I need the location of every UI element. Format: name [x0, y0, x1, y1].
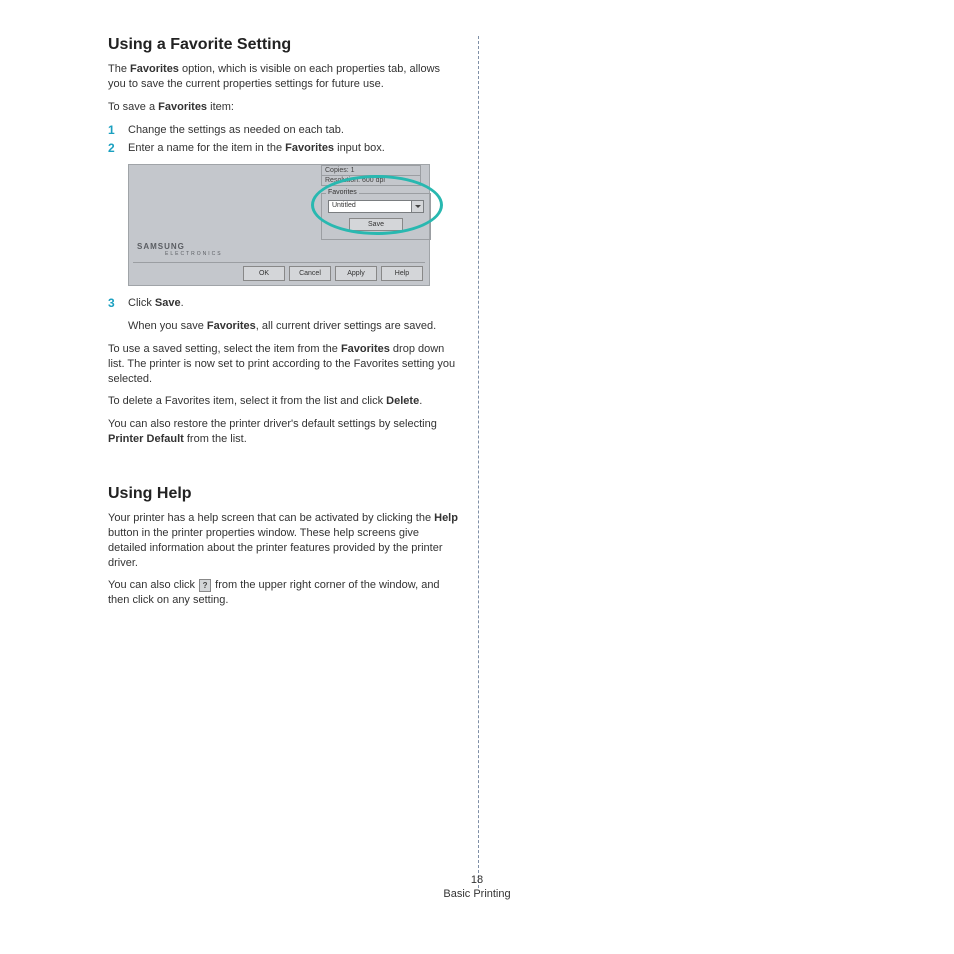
text-bold: Favorites	[158, 101, 207, 113]
text: .	[419, 395, 422, 407]
text: You can also restore the printer driver'…	[108, 418, 437, 430]
page-number: 18	[0, 874, 954, 886]
info-resolution: Resolution: 600 dpi	[321, 176, 421, 186]
column-divider	[478, 36, 479, 888]
intro-paragraph: The Favorites option, which is visible o…	[108, 62, 460, 92]
page-footer: 18 Basic Printing	[0, 874, 954, 900]
footer-section: Basic Printing	[0, 888, 954, 900]
restore-paragraph: You can also restore the printer driver'…	[108, 417, 460, 447]
use-saved-paragraph: To use a saved setting, select the item …	[108, 342, 460, 387]
chevron-down-icon[interactable]	[412, 200, 424, 213]
step-text: Click Save.	[128, 296, 460, 311]
help-paragraph-1: Your printer has a help screen that can …	[108, 511, 460, 570]
heading-help: Using Help	[108, 485, 460, 503]
favorites-legend: Favorites	[326, 189, 359, 196]
text-bold: Delete	[386, 395, 419, 407]
text-bold: Help	[434, 512, 458, 524]
text: , all current driver settings are saved.	[256, 320, 436, 332]
to-save-line: To save a Favorites item:	[108, 100, 460, 115]
brand-sub: ELECTRONICS	[165, 251, 223, 257]
apply-button[interactable]: Apply	[335, 266, 377, 281]
step-3-sub: When you save Favorites, all current dri…	[128, 319, 460, 334]
question-icon: ?	[199, 579, 211, 592]
text: from the list.	[184, 433, 247, 445]
text: button in the printer properties window.…	[108, 527, 442, 569]
favorites-combo[interactable]: Untitled	[328, 200, 424, 213]
dialog-screenshot: Copies: 1 Resolution: 600 dpi Favorites …	[128, 164, 430, 286]
step-text: Enter a name for the item in the Favorit…	[128, 141, 460, 156]
delete-paragraph: To delete a Favorites item, select it fr…	[108, 394, 460, 409]
text: The	[108, 63, 130, 75]
step-1: 1 Change the settings as needed on each …	[108, 123, 460, 138]
steps-list: 1 Change the settings as needed on each …	[108, 123, 460, 157]
help-paragraph-2: You can also click ? from the upper righ…	[108, 578, 460, 608]
dialog-separator	[133, 262, 425, 263]
text-bold: Printer Default	[108, 433, 184, 445]
text: When you save	[128, 320, 207, 332]
step-text: Change the settings as needed on each ta…	[128, 123, 460, 138]
text: You can also click	[108, 579, 198, 591]
favorites-group: Favorites Untitled Save	[321, 193, 431, 240]
step-2: 2 Enter a name for the item in the Favor…	[108, 141, 460, 156]
heading-favorite: Using a Favorite Setting	[108, 36, 460, 54]
info-panel: Copies: 1 Resolution: 600 dpi	[321, 165, 421, 186]
text: Enter a name for the item in the	[128, 142, 285, 154]
dialog-buttons: OK Cancel Apply Help	[243, 266, 423, 281]
step-number: 1	[108, 123, 128, 137]
text-bold: Favorites	[285, 142, 334, 154]
text: To save a	[108, 101, 158, 113]
text: To delete a Favorites item, select it fr…	[108, 395, 386, 407]
text: Click	[128, 297, 155, 309]
step-number: 2	[108, 141, 128, 155]
brand-logo: SAMSUNG ELECTRONICS	[137, 242, 223, 257]
save-button[interactable]: Save	[349, 218, 403, 231]
steps-list-cont: 3 Click Save.	[108, 296, 460, 311]
text-bold: Favorites	[130, 63, 179, 75]
text: To use a saved setting, select the item …	[108, 343, 341, 355]
ok-button[interactable]: OK	[243, 266, 285, 281]
text-bold: Favorites	[207, 320, 256, 332]
text: .	[181, 297, 184, 309]
text: input box.	[334, 142, 385, 154]
text: item:	[207, 101, 234, 113]
text-bold: Favorites	[341, 343, 390, 355]
combo-value[interactable]: Untitled	[328, 200, 412, 213]
cancel-button[interactable]: Cancel	[289, 266, 331, 281]
step-3: 3 Click Save.	[108, 296, 460, 311]
step-number: 3	[108, 296, 128, 310]
left-column: Using a Favorite Setting The Favorites o…	[108, 36, 460, 608]
text-bold: Save	[155, 297, 181, 309]
brand-text: SAMSUNG	[137, 242, 185, 251]
text: Your printer has a help screen that can …	[108, 512, 434, 524]
help-button[interactable]: Help	[381, 266, 423, 281]
info-copies: Copies: 1	[321, 165, 421, 176]
